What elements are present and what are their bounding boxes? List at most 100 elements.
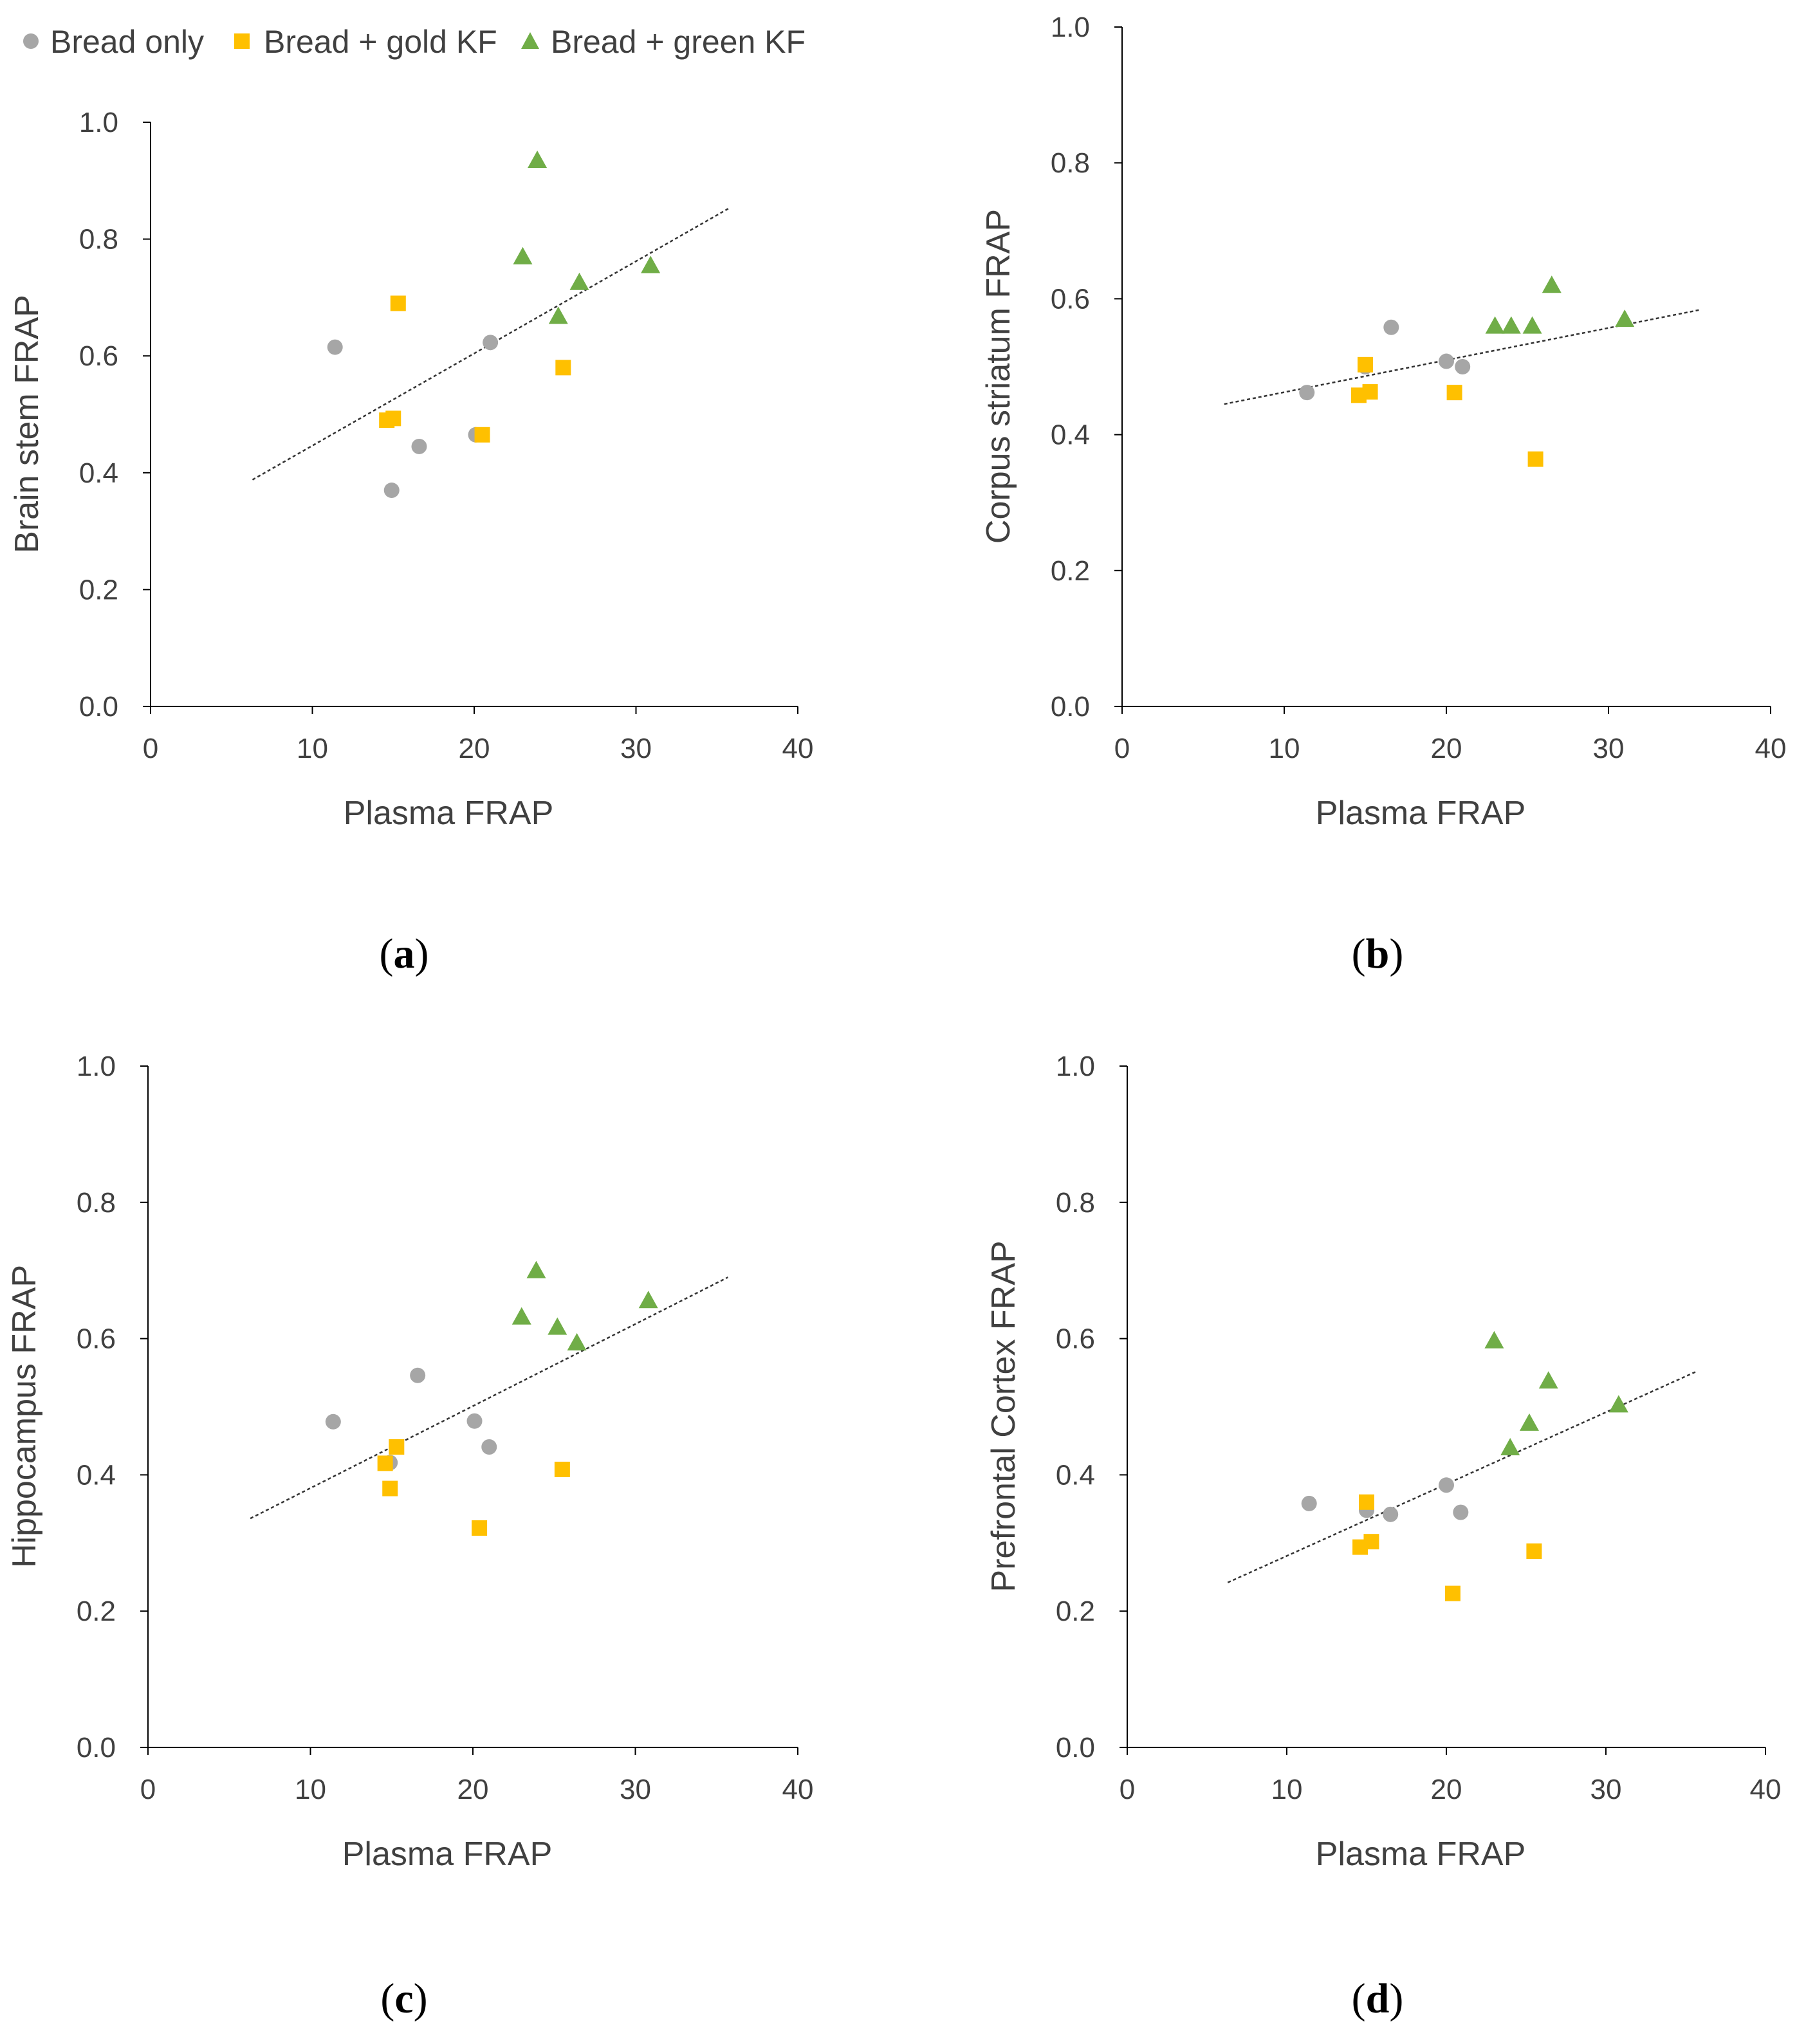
point-bread-green-kf: [638, 1291, 658, 1309]
x-tick-label: 30: [1590, 1774, 1622, 1805]
y-tick-label: 1.0: [77, 1051, 116, 1082]
x-tick-label: 20: [457, 1774, 489, 1805]
legend-label: Bread only: [50, 24, 204, 60]
point-bread-green-kf: [528, 151, 548, 169]
point-bread-only: [411, 438, 427, 454]
point-bread-gold-kf: [555, 360, 571, 376]
x-tick-label: 40: [782, 1774, 814, 1805]
x-axis-title: Plasma FRAP: [344, 795, 554, 832]
point-bread-only: [481, 1439, 497, 1455]
point-bread-only: [1455, 359, 1471, 374]
tick-marks: [143, 122, 798, 714]
caption-close-paren: ): [1389, 930, 1403, 977]
point-bread-only: [1383, 1506, 1399, 1522]
point-bread-green-kf: [1485, 316, 1505, 334]
y-tick-label: 1.0: [1051, 12, 1090, 43]
point-bread-gold-kf: [1362, 384, 1378, 400]
y-tick-label: 0.6: [1051, 283, 1090, 315]
point-bread-gold-kf: [1446, 385, 1462, 401]
x-tick-label: 30: [1593, 733, 1625, 764]
y-tick-label: 1.0: [79, 107, 118, 138]
panel-a: 0.0 0.2 0.4 0.6 0.8 1.0 0 10 20 30 40 Pl…: [8, 107, 813, 977]
y-axis-title: Prefrontal Cortex FRAP: [985, 1240, 1022, 1592]
x-tick-label: 20: [1431, 733, 1462, 764]
x-tick-label: 40: [782, 733, 814, 764]
point-bread-only: [466, 1413, 483, 1429]
x-tick-label: 40: [1750, 1774, 1782, 1805]
data-points: [327, 151, 661, 499]
point-bread-only: [325, 1413, 341, 1430]
caption-open-paren: (: [1352, 930, 1366, 977]
caption-letter: d: [1366, 1975, 1390, 2022]
x-axis-title: Plasma FRAP: [1316, 1836, 1526, 1873]
panel-caption: (b): [1352, 930, 1404, 977]
point-bread-green-kf: [526, 1260, 546, 1278]
point-bread-only: [383, 483, 400, 499]
point-bread-only: [483, 335, 499, 351]
x-tick-label: 0: [140, 1774, 156, 1805]
y-axis-title: Hippocampus FRAP: [6, 1265, 43, 1568]
panel-c: 0.0 0.2 0.4 0.6 0.8 1.0 0 10 20 30 40 Pl…: [6, 1051, 813, 2022]
legend-item-bread-green-kf: Bread + green KF: [521, 24, 806, 60]
caption-open-paren: (: [380, 1975, 394, 2022]
point-bread-green-kf: [1500, 1438, 1520, 1456]
y-tick-label: 0.6: [77, 1323, 116, 1355]
y-tick-labels: 0.0 0.2 0.4 0.6 0.8 1.0: [1051, 12, 1090, 723]
data-points: [1301, 1330, 1628, 1601]
y-tick-label: 0.0: [79, 691, 118, 723]
point-bread-only: [1299, 385, 1315, 401]
point-bread-only: [1439, 353, 1454, 369]
point-bread-only: [327, 339, 343, 355]
point-bread-green-kf: [569, 272, 589, 290]
x-tick-label: 10: [297, 733, 328, 764]
y-tick-label: 0.8: [1056, 1187, 1095, 1219]
x-tick-labels: 0 10 20 30 40: [1114, 733, 1787, 764]
y-axis-title: Brain stem FRAP: [8, 295, 46, 553]
legend-label: Bread + green KF: [551, 24, 806, 60]
point-bread-gold-kf: [1444, 1585, 1460, 1601]
caption-close-paren: ): [414, 1975, 428, 2022]
x-tick-labels: 0 10 20 30 40: [1120, 1774, 1782, 1805]
y-axis-title: Corpus striatum FRAP: [980, 209, 1017, 544]
point-bread-gold-kf: [377, 1455, 393, 1471]
y-tick-label: 0.4: [77, 1459, 116, 1491]
point-bread-gold-kf: [1363, 1534, 1379, 1550]
x-tick-label: 40: [1755, 733, 1787, 764]
point-bread-gold-kf: [1359, 1494, 1374, 1510]
y-tick-label: 0.4: [79, 457, 118, 489]
x-axis-title: Plasma FRAP: [1316, 795, 1526, 832]
y-tick-label: 0.2: [77, 1596, 116, 1627]
point-bread-green-kf: [1519, 1413, 1539, 1431]
y-tick-label: 0.8: [77, 1187, 116, 1219]
x-tick-label: 0: [1114, 733, 1130, 764]
panel-caption: (a): [380, 930, 429, 977]
y-tick-label: 0.0: [1051, 691, 1090, 723]
caption-close-paren: ): [1389, 1975, 1403, 2022]
caption-open-paren: (: [1352, 1975, 1366, 2022]
y-tick-label: 0.6: [79, 340, 118, 372]
point-bread-green-kf: [641, 255, 661, 273]
tick-marks: [140, 1065, 798, 1755]
y-tick-label: 0.8: [79, 224, 118, 255]
y-tick-label: 0.2: [79, 574, 118, 605]
y-tick-labels: 0.0 0.2 0.4 0.6 0.8 1.0: [1056, 1051, 1095, 1763]
y-tick-labels: 0.0 0.2 0.4 0.6 0.8 1.0: [77, 1051, 116, 1763]
caption-letter: b: [1366, 930, 1390, 977]
point-bread-gold-kf: [1527, 451, 1543, 467]
y-tick-labels: 0.0 0.2 0.4 0.6 0.8 1.0: [79, 107, 118, 723]
y-tick-label: 0.2: [1056, 1596, 1095, 1627]
x-tick-label: 10: [1271, 1774, 1303, 1805]
y-tick-label: 0.2: [1051, 555, 1090, 587]
point-bread-green-kf: [1615, 309, 1635, 327]
point-bread-green-kf: [1538, 1371, 1558, 1389]
point-bread-only: [1301, 1495, 1317, 1511]
tick-marks: [1120, 1065, 1766, 1755]
point-bread-gold-kf: [1358, 356, 1373, 373]
point-bread-gold-kf: [390, 295, 406, 311]
legend: Bread only Bread + gold KF Bread + green…: [23, 24, 806, 60]
y-tick-label: 0.6: [1056, 1323, 1095, 1355]
legend-marker-circle: [23, 33, 39, 49]
x-tick-label: 20: [1431, 1774, 1462, 1805]
point-bread-only: [1453, 1504, 1469, 1520]
